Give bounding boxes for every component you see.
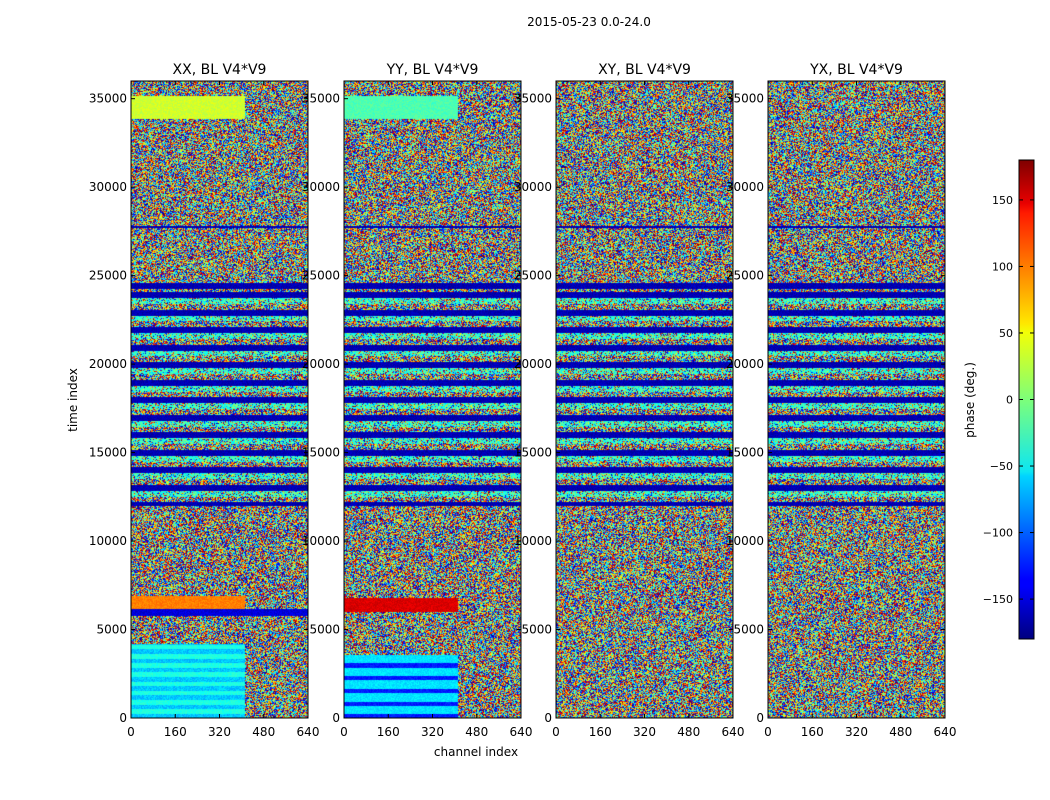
panel-0-heatmap (131, 81, 308, 718)
panel-3-ytick-label: 20000 (726, 357, 764, 371)
panel-3-xtick-label: 480 (889, 725, 912, 739)
panel-3-ytick-label: 30000 (726, 180, 764, 194)
panel-2-xtick-label: 640 (722, 725, 745, 739)
panel-0: XX, BL V4*V9 0 160 320 480 640 0 5000 10000 15000… (89, 62, 320, 739)
panel-0-ytick-label: 5000 (96, 623, 127, 637)
panel-3-xtick-label: 640 (934, 725, 957, 739)
panel-2-ytick-label: 10000 (514, 534, 552, 548)
panel-2: XY, BL V4*V9 0 160 320 480 640 0 5000 10000 15000… (514, 62, 745, 739)
panel-1-ytick-label: 35000 (302, 92, 340, 106)
panel-1-ytick-label: 25000 (302, 269, 340, 283)
panel-0-ytick-label: 10000 (89, 534, 127, 548)
panel-1-xtick-label: 640 (510, 725, 533, 739)
panel-0-ytick-label: 15000 (89, 446, 127, 460)
colorbar-tick-label: 100 (992, 260, 1013, 273)
panel-3-ytick-label: 0 (756, 711, 764, 725)
colorbar-tick-label: −50 (990, 460, 1013, 473)
panel-3-ytick-label: 35000 (726, 92, 764, 106)
panel-2-xtick-label: 160 (589, 725, 612, 739)
panel-0-title: XX, BL V4*V9 (173, 62, 267, 78)
panel-3-xtick-label: 0 (764, 725, 772, 739)
panel-3-ytick-label: 25000 (726, 269, 764, 283)
panel-1: YY, BL V4*V9 0 160 320 480 640 0 5000 10000 15000… (302, 62, 533, 739)
colorbar-label: phase (deg.) (963, 362, 977, 438)
panel-1-ytick-label: 30000 (302, 180, 340, 194)
panels: XX, BL V4*V9 0 160 320 480 640 0 5000 10000 15000… (89, 62, 957, 739)
figure-title: 2015-05-23 0.0-24.0 (527, 15, 651, 29)
panel-2-ytick-label: 5000 (521, 623, 552, 637)
colorbar-ticks: 150 100 50 0 −50 −100 −150 (983, 194, 1034, 606)
colorbar-tick-label: 0 (1006, 394, 1013, 407)
panel-3-heatmap (768, 81, 945, 718)
panel-0-xtick-label: 160 (164, 725, 187, 739)
panel-1-ytick-label: 0 (332, 711, 340, 725)
panel-0-xtick-label: 320 (208, 725, 231, 739)
colorbar-tick-label: −100 (983, 527, 1013, 540)
panel-3-xtick-label: 320 (845, 725, 868, 739)
panel-0-ytick-label: 35000 (89, 92, 127, 106)
panel-0-ytick-label: 25000 (89, 269, 127, 283)
panel-2-ytick-label: 30000 (514, 180, 552, 194)
panel-0-xtick-label: 0 (127, 725, 135, 739)
panel-2-ytick-label: 35000 (514, 92, 552, 106)
colorbar-tick-label: 150 (992, 194, 1013, 207)
colorbar-tick-label: 50 (999, 327, 1013, 340)
panel-2-ytick-label: 25000 (514, 269, 552, 283)
colorbar-tick-label: −150 (983, 593, 1013, 606)
panel-2-title: XY, BL V4*V9 (598, 62, 691, 78)
panel-3-ytick-label: 5000 (733, 623, 764, 637)
panel-1-xtick-label: 0 (340, 725, 348, 739)
panel-0-ytick-label: 0 (119, 711, 127, 725)
panel-1-ytick-label: 15000 (302, 446, 340, 460)
panel-3-ytick-label: 10000 (726, 534, 764, 548)
panel-2-heatmap (556, 81, 733, 718)
panel-1-xtick-label: 160 (377, 725, 400, 739)
panel-1-ytick-label: 10000 (302, 534, 340, 548)
panel-1-xtick-label: 480 (465, 725, 488, 739)
panel-1-ytick-label: 20000 (302, 357, 340, 371)
panel-2-xtick-label: 0 (552, 725, 560, 739)
panel-1-title: YY, BL V4*V9 (386, 62, 479, 78)
panel-3-title: YX, BL V4*V9 (809, 62, 903, 78)
panel-2-xtick-label: 320 (633, 725, 656, 739)
panel-2-ytick-label: 0 (544, 711, 552, 725)
panel-1-heatmap (344, 81, 521, 718)
panel-0-xtick-label: 640 (297, 725, 320, 739)
panel-1-ytick-label: 5000 (309, 623, 340, 637)
panel-3-ytick-label: 15000 (726, 446, 764, 460)
panel-3-xtick-label: 160 (801, 725, 824, 739)
panel-0-ytick-label: 30000 (89, 180, 127, 194)
x-axis-label: channel index (434, 745, 518, 759)
panel-0-xtick-label: 480 (252, 725, 275, 739)
panel-2-ytick-label: 20000 (514, 357, 552, 371)
panel-2-ytick-label: 15000 (514, 446, 552, 460)
colorbar: 150 100 50 0 −50 −100 −150 phase (deg.) (963, 159, 1035, 640)
panel-0-ytick-label: 20000 (89, 357, 127, 371)
panel-2-xtick-label: 480 (677, 725, 700, 739)
panel-3: YX, BL V4*V9 0 160 320 480 640 0 5000 10000 15000… (726, 62, 957, 739)
panel-1-xtick-label: 320 (421, 725, 444, 739)
y-axis-label: time index (66, 368, 80, 432)
